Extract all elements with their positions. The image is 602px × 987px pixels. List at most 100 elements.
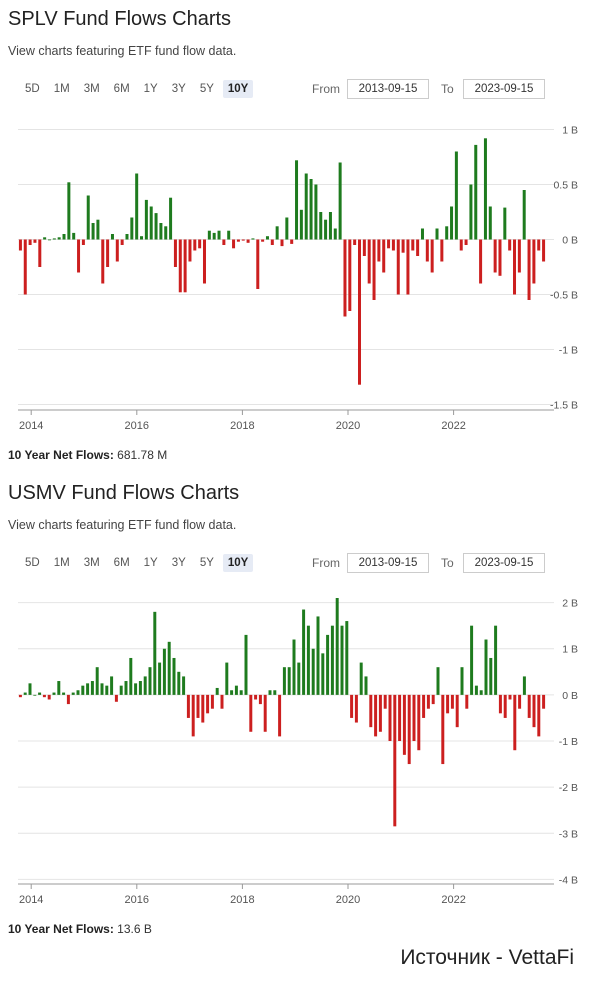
bar	[484, 639, 488, 695]
range-10y-button[interactable]: 10Y	[222, 554, 254, 572]
bar	[62, 234, 66, 240]
bar	[90, 681, 94, 695]
bar	[120, 239, 124, 245]
chart-section-splv: SPLV Fund Flows Charts View charts featu…	[0, 0, 602, 470]
range-5d-button[interactable]: 5D	[25, 557, 40, 569]
bar	[130, 217, 134, 240]
bar	[483, 138, 487, 240]
y-tick-label: 1 B	[562, 644, 578, 656]
bar	[374, 694, 378, 737]
bar	[57, 681, 61, 695]
bar	[241, 239, 245, 241]
bar	[465, 694, 469, 709]
bar	[43, 237, 47, 240]
bar	[38, 692, 42, 695]
bar	[450, 694, 454, 709]
from-date-input[interactable]	[347, 79, 429, 99]
range-3m-button[interactable]: 3M	[83, 83, 100, 95]
x-tick-label: 2016	[125, 420, 149, 432]
range-6m-button[interactable]: 6M	[113, 557, 130, 569]
bar	[258, 694, 262, 705]
bar	[256, 239, 260, 289]
to-date-input[interactable]	[463, 553, 545, 573]
bar	[387, 239, 391, 249]
bar	[503, 694, 507, 718]
bar	[167, 641, 171, 695]
bar	[134, 683, 138, 695]
bar	[106, 239, 110, 267]
bar	[119, 685, 123, 695]
bar	[261, 239, 265, 242]
bar	[398, 694, 402, 741]
bar	[459, 239, 463, 251]
bar	[110, 676, 114, 695]
bar	[225, 662, 229, 695]
range-1y-button[interactable]: 1Y	[143, 83, 158, 95]
bar	[411, 239, 415, 251]
to-label: To	[441, 556, 454, 570]
bar	[474, 685, 478, 695]
bar	[280, 239, 284, 247]
x-tick-label: 2018	[230, 894, 254, 906]
bar	[354, 694, 358, 723]
bar	[326, 634, 330, 695]
bar	[369, 694, 373, 728]
bar	[441, 694, 445, 765]
range-3m-button[interactable]: 3M	[83, 557, 100, 569]
bar	[431, 694, 435, 705]
bar	[446, 694, 450, 714]
range-3y-button[interactable]: 3Y	[171, 557, 186, 569]
range-1y-button[interactable]: 1Y	[143, 557, 158, 569]
range-5y-button[interactable]: 5Y	[199, 83, 214, 95]
x-tick-label: 2016	[125, 894, 149, 906]
bar	[230, 690, 234, 695]
y-tick-label: 0.5 B	[553, 180, 578, 192]
bar	[265, 236, 269, 240]
fund-flow-chart: 2 B 1 B 0 B -1 B -2 B -3 B -4 B 2014 2016 2018 202…	[18, 598, 578, 906]
bar	[28, 683, 32, 695]
bar	[232, 239, 236, 249]
bar	[335, 598, 339, 695]
from-label: From	[312, 82, 340, 96]
bar	[52, 238, 56, 240]
bar	[220, 694, 224, 709]
bar	[454, 151, 458, 240]
bar	[532, 694, 536, 728]
bar	[513, 694, 517, 751]
bar	[401, 239, 405, 253]
range-5y-button[interactable]: 5Y	[199, 557, 214, 569]
bar	[96, 219, 100, 240]
bar	[138, 681, 142, 695]
bar	[91, 223, 95, 240]
range-6m-button[interactable]: 6M	[113, 83, 130, 95]
x-tick-label: 2022	[441, 420, 465, 432]
bar	[38, 239, 42, 267]
bar	[62, 692, 66, 695]
y-tick-label: -3 B	[559, 828, 578, 840]
bar	[182, 676, 186, 695]
bar	[479, 239, 483, 284]
bar	[263, 694, 267, 732]
page-title: SPLV Fund Flows Charts	[8, 8, 232, 30]
bar	[527, 694, 531, 718]
range-10y-button[interactable]: 10Y	[222, 80, 254, 98]
range-selector: 5D 1M 3M 6M 1Y 3Y 5Y 10Y	[20, 80, 254, 98]
bar	[278, 694, 282, 737]
bar	[508, 694, 512, 700]
to-date-input[interactable]	[463, 79, 545, 99]
bar	[522, 676, 526, 695]
bar	[101, 239, 105, 284]
range-3y-button[interactable]: 3Y	[171, 83, 186, 95]
bar	[396, 239, 400, 295]
range-1m-button[interactable]: 1M	[53, 557, 70, 569]
bar	[353, 239, 357, 245]
bar	[33, 239, 37, 243]
bar	[178, 239, 182, 293]
bar	[377, 239, 381, 262]
range-5d-button[interactable]: 5D	[25, 83, 40, 95]
from-date-input[interactable]	[347, 553, 429, 573]
range-1m-button[interactable]: 1M	[53, 83, 70, 95]
bar	[527, 239, 531, 300]
bar	[42, 694, 46, 698]
subtitle: View charts featuring ETF fund flow data…	[8, 518, 237, 532]
